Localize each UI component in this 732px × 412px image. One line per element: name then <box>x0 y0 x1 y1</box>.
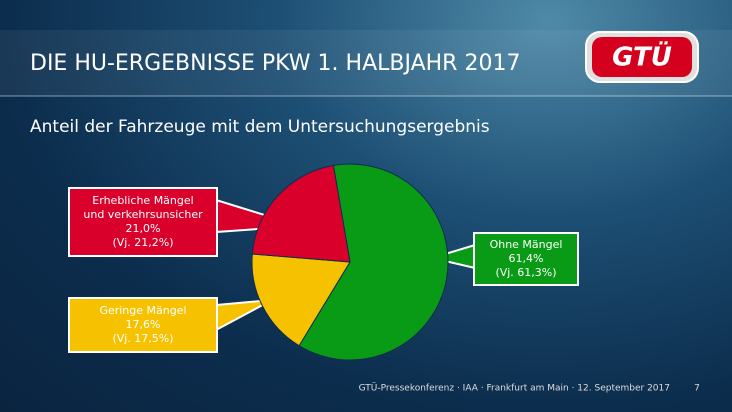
previous-label: (Vj. 61,3%) <box>495 266 557 279</box>
footer: GTÜ-Pressekonferenz · IAA · Frankfurt am… <box>359 383 670 394</box>
category-label: Ohne Mängel <box>489 238 563 251</box>
callout: Ohne Mängel 61,4% (Vj. 61,3%) <box>473 232 579 286</box>
callout: Erhebliche Mängel und verkehrsunsicher 2… <box>68 187 218 257</box>
title: DIE HU-ERGEBNISSE PKW 1. HALBJAHR 2017 <box>30 51 520 76</box>
logo: GTÜ <box>612 40 672 73</box>
chart-subtitle: Anteil der Fahrzeuge mit dem Untersuchun… <box>30 117 490 137</box>
callout: Geringe Mängel 17,6% (Vj. 17,5%) <box>68 297 218 353</box>
value-label: 61,4% <box>508 252 544 265</box>
logo-bg <box>592 37 692 77</box>
category-label: Geringe Mängel <box>99 304 187 317</box>
pie-slice <box>251 253 351 347</box>
previous-label: (Vj. 21,2%) <box>112 236 174 249</box>
value-label: 17,6% <box>125 318 161 331</box>
previous-label: (Vj. 17,5%) <box>112 332 174 345</box>
value-label: 21,0% <box>125 222 161 235</box>
category-label: Erhebliche Mängel und verkehrsunsicher <box>83 194 203 221</box>
page-number: 7 <box>694 384 700 394</box>
pie-slice <box>251 164 351 263</box>
pie-slice <box>298 163 449 361</box>
